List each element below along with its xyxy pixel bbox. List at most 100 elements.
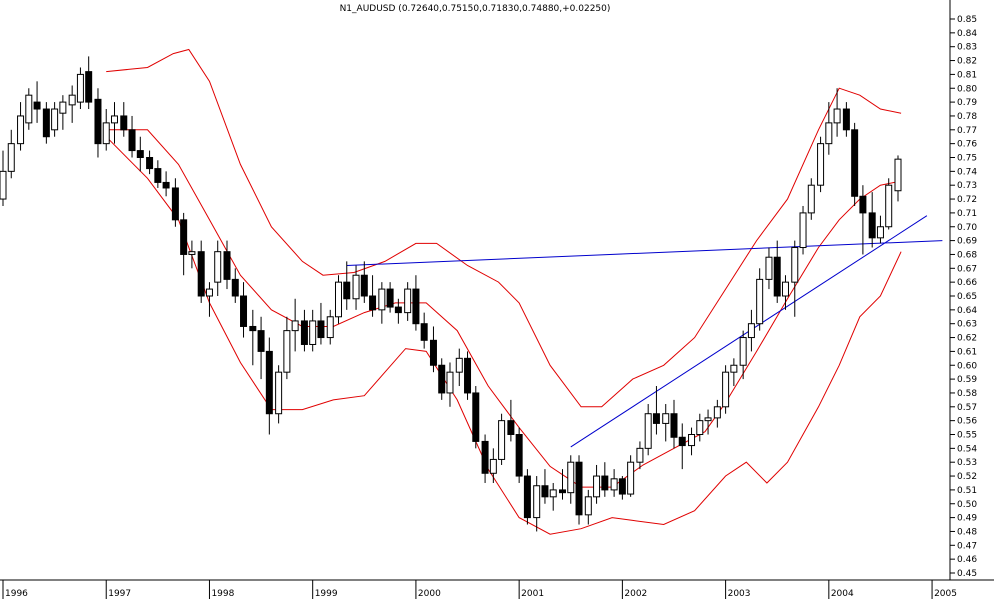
candle-body-down <box>249 325 257 332</box>
x-tick-label: 2005 <box>934 589 957 599</box>
candle-body-up <box>584 496 592 516</box>
candle <box>523 469 531 525</box>
y-tick-label: 0.72 <box>957 195 977 205</box>
candle <box>807 178 815 220</box>
candle <box>334 275 342 324</box>
candle-body-down <box>601 475 609 491</box>
candle-body-down <box>670 413 678 438</box>
candle-body-down <box>559 489 567 494</box>
candle-body-down <box>154 168 162 183</box>
chart-title: N1_AUDUSD (0.72640,0.75150,0.71830,0.748… <box>340 4 611 14</box>
candle-body-down <box>515 434 523 477</box>
trendlines <box>346 215 943 448</box>
candle <box>231 268 239 303</box>
candle <box>223 240 231 290</box>
y-tick-label: 0.67 <box>957 264 977 274</box>
candle-body-up <box>644 413 652 449</box>
candle-body-up <box>275 371 283 415</box>
y-tick-label: 0.64 <box>957 306 977 316</box>
candle <box>205 282 213 317</box>
candle-body-down <box>386 288 394 308</box>
candle <box>559 469 567 500</box>
candle <box>51 102 59 137</box>
y-tick-label: 0.65 <box>957 292 977 302</box>
candle-body-down <box>394 306 402 314</box>
y-tick-label: 0.63 <box>957 320 977 330</box>
candle-body-up <box>455 357 463 373</box>
y-tick-label: 0.49 <box>957 514 977 524</box>
y-tick-label: 0.81 <box>957 70 977 80</box>
candle-body-up <box>334 281 342 318</box>
candle <box>85 56 93 110</box>
x-tick-label: 1998 <box>211 589 234 599</box>
candle <box>249 309 257 366</box>
candle-body-down <box>85 71 93 103</box>
candle <box>360 261 368 303</box>
y-tick-label: 0.53 <box>957 458 977 468</box>
y-tick-label: 0.47 <box>957 541 977 551</box>
candle <box>851 122 859 206</box>
candle-body-down <box>162 181 170 189</box>
candle-body-down <box>507 420 515 435</box>
candle <box>601 462 609 497</box>
x-tick-label: 1997 <box>108 589 131 599</box>
candle <box>146 150 154 175</box>
candle-body-down <box>343 281 351 300</box>
candle-body-up <box>188 251 196 255</box>
candle <box>265 337 273 435</box>
candle-body-up <box>730 364 738 373</box>
candle <box>0 150 7 206</box>
candle-body-down <box>360 274 368 297</box>
candle-body-up <box>791 247 799 283</box>
candle <box>102 109 110 151</box>
x-axis: 1996 1997 1998 1999 2000 2001 2002 2003 2004 2005 <box>0 579 994 599</box>
y-tick-label: 0.46 <box>957 555 977 565</box>
candle <box>214 240 222 296</box>
candle <box>481 434 489 483</box>
y-tick-label: 0.83 <box>957 43 977 53</box>
candle <box>817 136 825 193</box>
candle-body-up <box>722 371 730 408</box>
candle-body-up <box>567 461 575 494</box>
candle <box>352 265 360 310</box>
candle-body-up <box>533 485 541 519</box>
y-tick-label: 0.69 <box>957 237 977 247</box>
candle-body-up <box>498 420 506 460</box>
candle <box>25 88 33 130</box>
y-tick-label: 0.62 <box>957 334 977 344</box>
candle <box>257 316 265 380</box>
candle-body-down <box>859 195 867 214</box>
candle <box>722 365 730 414</box>
candle <box>59 95 67 130</box>
candle <box>386 282 394 313</box>
candle-body-up <box>214 251 222 283</box>
band-upper-line <box>106 48 902 408</box>
y-tick-label: 0.73 <box>957 181 977 191</box>
candle <box>575 455 583 525</box>
y-tick-label: 0.57 <box>957 403 977 413</box>
candle <box>180 212 188 276</box>
candle <box>756 268 764 331</box>
y-tick-label: 0.51 <box>957 486 977 496</box>
candle <box>704 409 712 435</box>
trendline-1 <box>346 240 943 267</box>
y-tick-label: 0.50 <box>957 500 977 510</box>
x-tick-label: 2002 <box>624 589 647 599</box>
candle-body-down <box>42 108 50 138</box>
candle-body-down <box>523 475 531 519</box>
candle-body-down <box>120 115 128 131</box>
candle <box>533 476 541 532</box>
candle <box>300 309 308 352</box>
candle-body-up <box>489 458 497 474</box>
candle-body-up <box>704 417 712 422</box>
candle-body-down <box>94 98 102 145</box>
candle <box>128 115 136 158</box>
candle-body-down <box>472 392 480 442</box>
candle <box>197 240 205 303</box>
candle-body-up <box>765 256 773 280</box>
candle <box>515 427 523 483</box>
candle <box>618 476 626 500</box>
candle <box>652 386 660 435</box>
candle-body-down <box>33 101 41 110</box>
